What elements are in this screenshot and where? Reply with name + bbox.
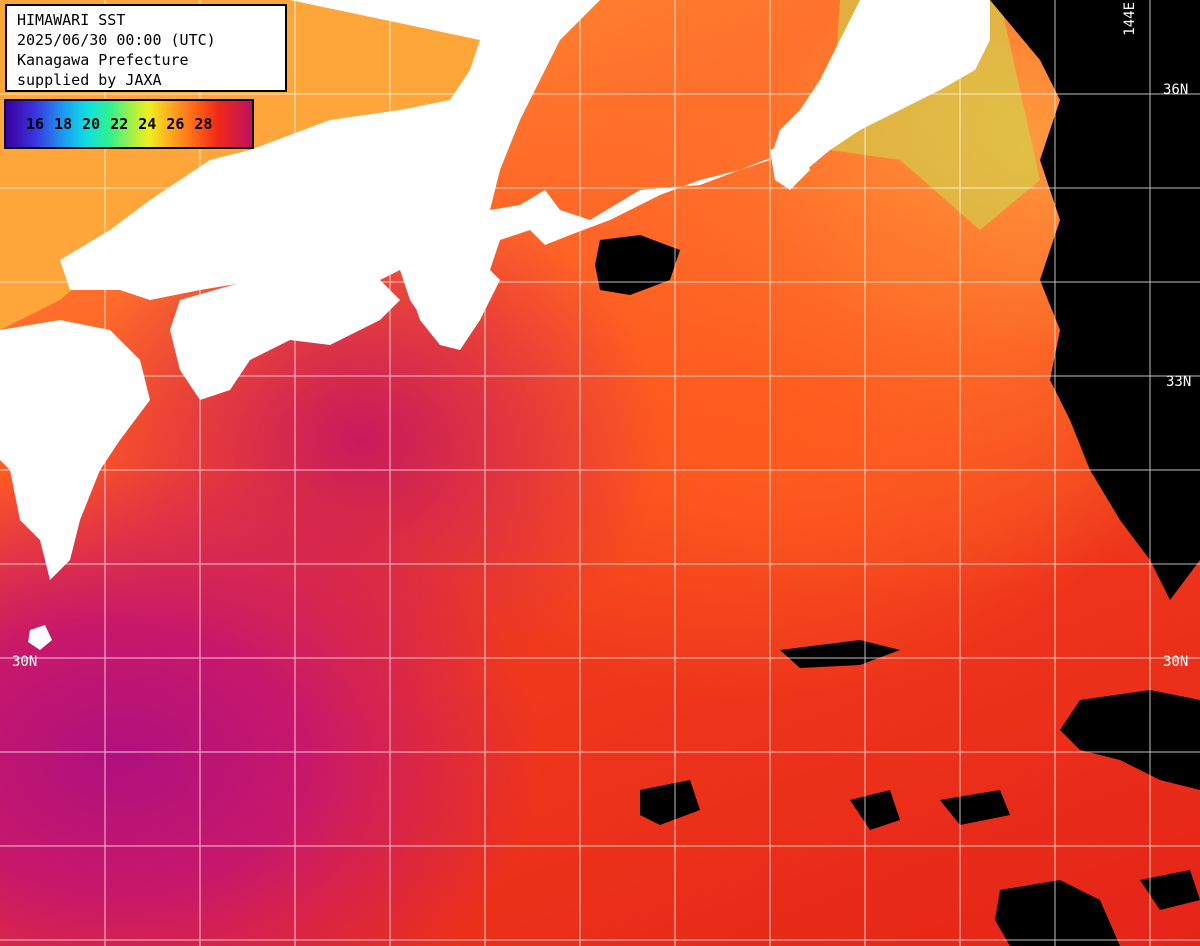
legend-value: 28: [194, 115, 213, 133]
legend-value: 24: [138, 115, 157, 133]
lat-label-30n-left: 30N: [12, 654, 38, 670]
no-data-south: [995, 880, 1120, 946]
lon-label-144e: 144E: [1122, 2, 1138, 36]
land-island-small: [28, 625, 52, 650]
lat-label-33-left: 33: [12, 374, 29, 390]
land-honshu: [60, 0, 990, 345]
no-data-patch-5: [940, 790, 1010, 825]
map-credit: supplied by JAXA: [17, 71, 162, 89]
lat-label-30n-right: 30N: [1163, 654, 1189, 670]
lat-label-33n-right: 33N: [1166, 374, 1192, 390]
map-title: HIMAWARI SST: [17, 11, 126, 29]
map-region: Kanagawa Prefecture: [17, 51, 189, 69]
no-data-patch-1: [595, 235, 680, 295]
legend-value: 20: [82, 115, 101, 133]
lon-label-136e: 136E: [482, 2, 498, 36]
no-data-patch-2: [850, 790, 900, 830]
land-izu: [770, 140, 810, 190]
land-shikoku: [170, 275, 400, 400]
lat-label-36n: 36N: [1163, 82, 1189, 98]
no-data-patch-4: [780, 640, 900, 668]
no-data-se: [1060, 690, 1200, 790]
no-data-patch-6: [1140, 870, 1200, 910]
land-kyushu: [0, 320, 150, 580]
temperature-legend: 16 18 20 22 24 26 28: [4, 99, 254, 149]
map-datetime: 2025/06/30 00:00 (UTC): [17, 31, 216, 49]
legend-value: 26: [166, 115, 185, 133]
no-data-patch-3: [640, 780, 700, 825]
no-data-east: [990, 0, 1200, 600]
legend-value: 18: [54, 115, 73, 133]
info-box: HIMAWARI SST 2025/06/30 00:00 (UTC) Kana…: [5, 4, 287, 92]
legend-value: 16: [26, 115, 45, 133]
land-kii-peninsula: [400, 230, 500, 350]
legend-value: 22: [110, 115, 129, 133]
